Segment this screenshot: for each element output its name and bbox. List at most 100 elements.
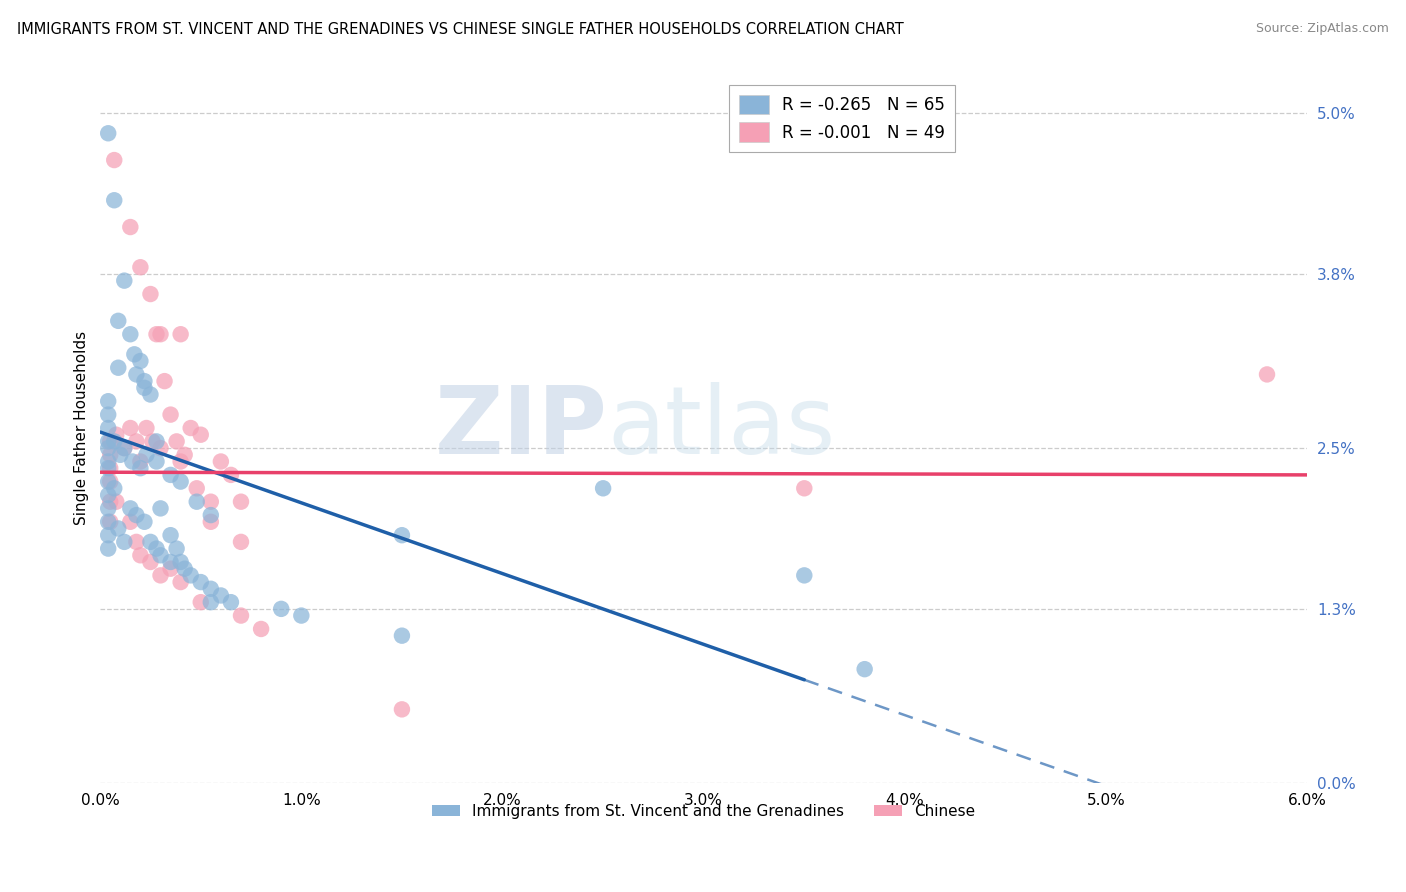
- Point: [125, 368, 148, 382]
- Point: [173, 448, 195, 462]
- Text: atlas: atlas: [607, 382, 835, 474]
- Point: [97, 501, 120, 516]
- Legend: Immigrants from St. Vincent and the Grenadines, Chinese: Immigrants from St. Vincent and the Gren…: [426, 797, 981, 825]
- Point: [103, 434, 125, 449]
- Point: [793, 568, 815, 582]
- Text: Source: ZipAtlas.com: Source: ZipAtlas.com: [1256, 22, 1389, 36]
- Point: [97, 541, 120, 556]
- Point: [134, 515, 156, 529]
- Point: [141, 434, 163, 449]
- Point: [125, 508, 148, 522]
- Point: [98, 494, 121, 508]
- Point: [145, 327, 167, 342]
- Point: [166, 541, 188, 556]
- Point: [98, 434, 121, 449]
- Point: [229, 608, 252, 623]
- Point: [139, 555, 162, 569]
- Point: [200, 515, 222, 529]
- Point: [120, 515, 142, 529]
- Point: [200, 494, 222, 508]
- Point: [107, 521, 129, 535]
- Point: [200, 582, 222, 596]
- Point: [153, 374, 176, 388]
- Point: [98, 515, 121, 529]
- Point: [112, 274, 135, 288]
- Point: [107, 360, 129, 375]
- Point: [97, 421, 120, 435]
- Point: [250, 622, 273, 636]
- Point: [97, 488, 120, 502]
- Point: [107, 314, 129, 328]
- Point: [592, 481, 614, 495]
- Point: [853, 662, 876, 676]
- Point: [180, 421, 202, 435]
- Point: [125, 534, 148, 549]
- Point: [134, 381, 156, 395]
- Point: [169, 454, 191, 468]
- Point: [149, 568, 172, 582]
- Point: [98, 475, 121, 489]
- Point: [149, 549, 172, 563]
- Point: [169, 555, 191, 569]
- Point: [270, 602, 292, 616]
- Point: [391, 702, 413, 716]
- Point: [97, 441, 120, 455]
- Point: [97, 408, 120, 422]
- Point: [149, 327, 172, 342]
- Point: [186, 481, 208, 495]
- Point: [180, 568, 202, 582]
- Point: [219, 595, 242, 609]
- Point: [98, 461, 121, 475]
- Y-axis label: Single Father Households: Single Father Households: [75, 331, 89, 525]
- Point: [229, 534, 252, 549]
- Point: [145, 434, 167, 449]
- Point: [159, 562, 181, 576]
- Point: [120, 220, 142, 235]
- Point: [121, 454, 143, 468]
- Point: [120, 327, 142, 342]
- Point: [97, 515, 120, 529]
- Point: [112, 534, 135, 549]
- Point: [159, 528, 181, 542]
- Point: [125, 434, 148, 449]
- Text: IMMIGRANTS FROM ST. VINCENT AND THE GRENADINES VS CHINESE SINGLE FATHER HOUSEHOL: IMMIGRANTS FROM ST. VINCENT AND THE GREN…: [17, 22, 904, 37]
- Point: [105, 427, 128, 442]
- Point: [129, 461, 152, 475]
- Point: [219, 467, 242, 482]
- Point: [169, 327, 191, 342]
- Text: ZIP: ZIP: [434, 382, 607, 474]
- Point: [173, 562, 195, 576]
- Point: [105, 494, 128, 508]
- Point: [149, 501, 172, 516]
- Point: [145, 454, 167, 468]
- Point: [166, 434, 188, 449]
- Point: [112, 441, 135, 455]
- Point: [159, 467, 181, 482]
- Point: [190, 575, 212, 590]
- Point: [149, 441, 172, 455]
- Point: [391, 528, 413, 542]
- Point: [135, 421, 157, 435]
- Point: [145, 541, 167, 556]
- Point: [120, 421, 142, 435]
- Point: [200, 595, 222, 609]
- Point: [159, 555, 181, 569]
- Point: [200, 508, 222, 522]
- Point: [110, 448, 132, 462]
- Point: [135, 448, 157, 462]
- Point: [97, 126, 120, 140]
- Point: [209, 454, 232, 468]
- Point: [97, 475, 120, 489]
- Point: [1256, 368, 1278, 382]
- Point: [103, 481, 125, 495]
- Point: [97, 528, 120, 542]
- Point: [134, 374, 156, 388]
- Point: [97, 434, 120, 449]
- Point: [97, 394, 120, 409]
- Point: [209, 589, 232, 603]
- Point: [98, 448, 121, 462]
- Point: [793, 481, 815, 495]
- Point: [190, 427, 212, 442]
- Point: [120, 501, 142, 516]
- Point: [103, 194, 125, 208]
